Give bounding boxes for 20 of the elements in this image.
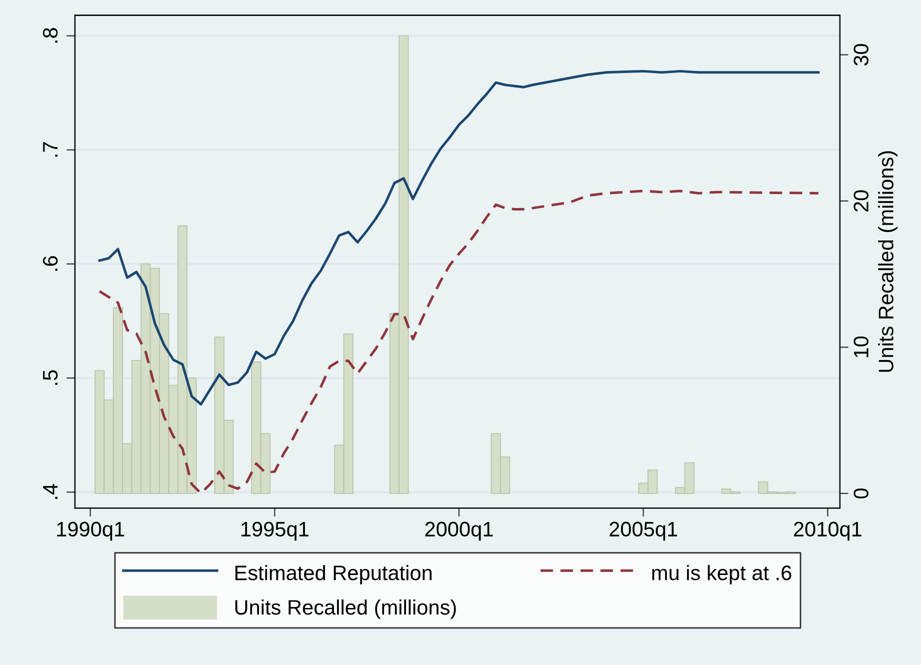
legend-label: Units Recalled (millions) bbox=[235, 599, 456, 619]
y2-axis-title: Units Recalled (millions) bbox=[878, 151, 898, 372]
line-series bbox=[98, 70, 820, 406]
y-tick-label: .4 bbox=[43, 484, 58, 499]
y2-tick-label: 0 bbox=[854, 488, 868, 498]
y2-tick-label: 10 bbox=[854, 336, 868, 358]
legend-label: mu is kept at .6 bbox=[652, 564, 792, 584]
y2-tick-label: 20 bbox=[854, 190, 868, 212]
y-tick-label: .6 bbox=[42, 256, 58, 271]
x-tick-label: 1995q1 bbox=[241, 522, 308, 541]
y2-tick-label: 30 bbox=[854, 44, 868, 66]
y-tick-label: .5 bbox=[43, 370, 58, 385]
line-series bbox=[98, 190, 820, 494]
x-tick-label: 2005q1 bbox=[610, 522, 678, 541]
x-tick-label: 2000q1 bbox=[425, 522, 493, 541]
legend-label: Estimated Reputation bbox=[235, 564, 432, 584]
y-tick-label: .7 bbox=[43, 142, 58, 157]
y-tick-label: .8 bbox=[42, 28, 58, 43]
x-tick-label: 2010q1 bbox=[794, 522, 862, 541]
x-tick-label: 1990q1 bbox=[57, 522, 124, 541]
